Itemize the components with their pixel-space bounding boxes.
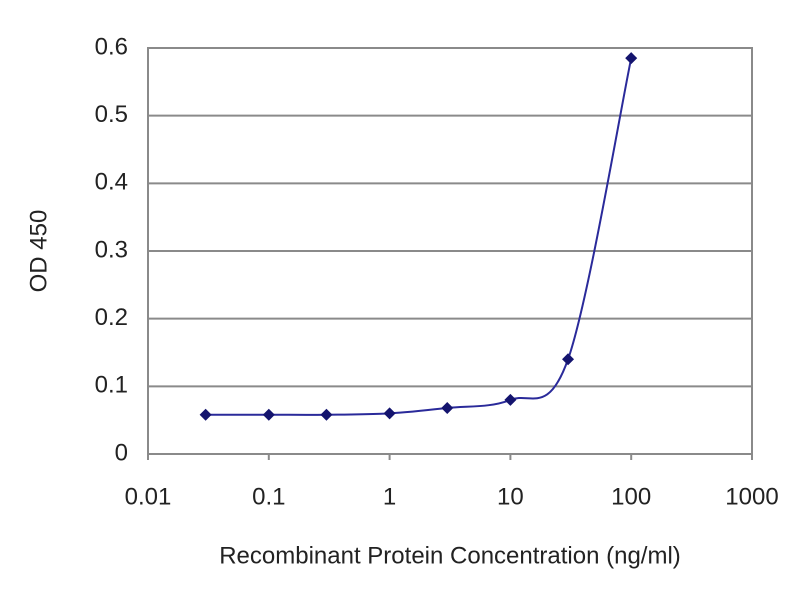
- y-tick-label: 0.6: [95, 33, 128, 60]
- data-point: [504, 393, 517, 406]
- x-tick-label: 1000: [725, 483, 778, 510]
- data-point: [441, 401, 454, 414]
- data-point: [262, 408, 275, 421]
- y-axis-label: OD 450: [25, 210, 52, 293]
- x-tick-label: 10: [497, 483, 524, 510]
- y-tick-label: 0.3: [95, 236, 128, 263]
- data-line: [205, 57, 633, 416]
- data-point: [320, 408, 333, 421]
- x-axis-label: Recombinant Protein Concentration (ng/ml…: [219, 542, 681, 569]
- y-tick-label: 0: [115, 439, 128, 466]
- y-tick-label: 0.1: [95, 372, 128, 399]
- y-tick-label: 0.2: [95, 304, 128, 331]
- data-point: [199, 408, 212, 421]
- data-point: [562, 353, 575, 366]
- data-point: [383, 407, 396, 420]
- y-tick-label: 0.4: [95, 169, 128, 196]
- y-tick-label: 0.5: [95, 101, 128, 128]
- x-tick-label: 100: [611, 483, 651, 510]
- data-point: [625, 52, 638, 65]
- x-tick-label: 1: [383, 483, 396, 510]
- x-tick-label: 0.1: [252, 483, 285, 510]
- x-tick-label: 0.01: [125, 483, 172, 510]
